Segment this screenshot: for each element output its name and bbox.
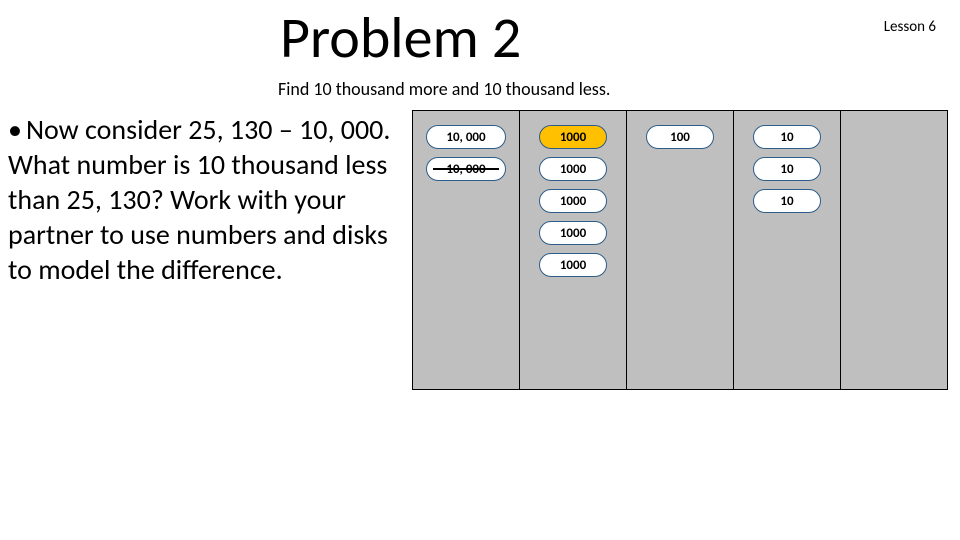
bullet-marker: • [8, 112, 22, 147]
place-value-chart: 10, 00010, 00010001000100010001000100101… [412, 110, 948, 390]
page-title: Problem 2 [280, 2, 521, 73]
disk-tens: 10 [753, 157, 821, 181]
disk-hundreds: 100 [646, 125, 714, 149]
disk-thousands: 1000 [539, 253, 607, 277]
chart-column-ten_thousands: 10, 000 10, 000 [413, 111, 520, 389]
lesson-label: Lesson 6 [884, 18, 936, 36]
chart-column-hundreds: 100 [627, 111, 734, 389]
disk-ten_thousands: 10, 000 [426, 125, 506, 149]
disk-ten_thousands: 10, 000 [426, 157, 506, 181]
disk-tens: 10 [753, 125, 821, 149]
subtitle: Find 10 thousand more and 10 thousand le… [278, 78, 610, 100]
disk-thousands: 1000 [539, 221, 607, 245]
disk-thousands: 1000 [539, 189, 607, 213]
problem-text-content: Now consider 25, 130 – 10, 000. What num… [8, 112, 390, 287]
chart-column-thousands: 1000 1000 1000 1000 1000 [520, 111, 627, 389]
disk-thousands: 1000 [539, 125, 607, 149]
disk-thousands: 1000 [539, 157, 607, 181]
chart-column-ones [841, 111, 947, 389]
disk-tens: 10 [753, 189, 821, 213]
chart-column-tens: 10 10 10 [734, 111, 841, 389]
problem-text: •Now consider 25, 130 – 10, 000. What nu… [8, 112, 408, 287]
